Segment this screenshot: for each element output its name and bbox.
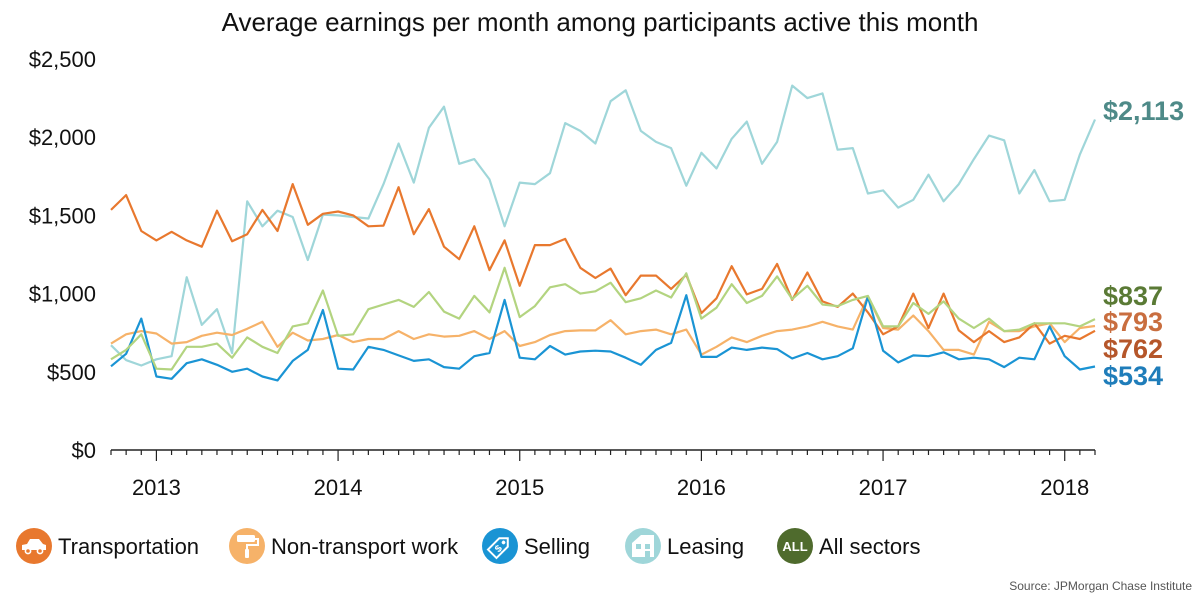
house-icon bbox=[632, 535, 654, 557]
source-note: Source: JPMorgan Chase Institute bbox=[1009, 579, 1192, 593]
series-line-all-sectors bbox=[110, 266, 1096, 371]
end-value-label: $837 bbox=[1103, 281, 1163, 311]
legend-swatch bbox=[777, 528, 813, 564]
y-axis: $0 $500 $1,000 $1,500 $2,000 $2,500 bbox=[29, 47, 96, 463]
end-value-label: $762 bbox=[1103, 334, 1163, 364]
chart-title: Average earnings per month among partici… bbox=[222, 7, 979, 37]
legend-label: All sectors bbox=[819, 534, 920, 559]
legend-label: Non-transport work bbox=[271, 534, 459, 559]
end-value-label: $534 bbox=[1103, 361, 1163, 391]
end-value-label: $2,113 bbox=[1103, 96, 1184, 126]
all-icon: ALL bbox=[782, 539, 807, 554]
x-tick-label: 2015 bbox=[495, 475, 544, 500]
legend-label: Leasing bbox=[667, 534, 744, 559]
legend-item: Transportation bbox=[16, 528, 199, 564]
y-tick-label: $1,000 bbox=[29, 282, 96, 307]
legend-label: Transportation bbox=[58, 534, 199, 559]
x-axis: 2013 2014 2015 2016 2017 2018 bbox=[110, 449, 1096, 500]
svg-text:ALL: ALL bbox=[782, 539, 807, 554]
series-line-non-transport-work bbox=[110, 295, 1096, 356]
x-tick-label: 2013 bbox=[132, 475, 181, 500]
x-tick-label: 2014 bbox=[314, 475, 363, 500]
legend-item: $ Selling bbox=[482, 528, 590, 564]
series-line-transportation bbox=[110, 183, 1096, 345]
end-labels: $2,113 $837$793$762$534 bbox=[1103, 96, 1184, 391]
x-tick-label: 2016 bbox=[677, 475, 726, 500]
car-icon bbox=[22, 539, 46, 555]
end-value-label: $793 bbox=[1103, 307, 1163, 337]
legend-item: Non-transport work bbox=[229, 528, 459, 564]
y-tick-label: $1,500 bbox=[29, 203, 96, 228]
legend-item: Leasing bbox=[625, 528, 744, 564]
y-tick-label: $2,000 bbox=[29, 125, 96, 150]
legend-item: ALL All sectors bbox=[777, 528, 920, 564]
series-line-selling bbox=[110, 294, 1096, 382]
series-line-leasing bbox=[110, 84, 1097, 367]
y-tick-label: $0 bbox=[72, 438, 96, 463]
x-tick-label: 2018 bbox=[1040, 475, 1089, 500]
legend-label: Selling bbox=[524, 534, 590, 559]
legend-swatch bbox=[482, 528, 518, 564]
paint-roller-icon bbox=[237, 535, 259, 558]
y-tick-label: $2,500 bbox=[29, 47, 96, 72]
y-tick-label: $500 bbox=[47, 360, 96, 385]
series-layer bbox=[110, 84, 1097, 382]
legend: Transportation Non-transport work $ Selling… bbox=[16, 528, 920, 564]
x-tick-label: 2017 bbox=[859, 475, 908, 500]
